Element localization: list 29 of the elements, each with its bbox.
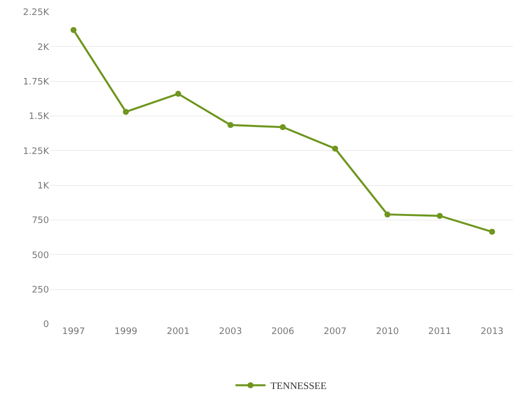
x-tick-label: 2003 [219, 327, 242, 337]
point [280, 124, 286, 130]
x-tick-label: 1999 [114, 327, 138, 337]
y-tick-label: 2K [37, 42, 50, 53]
y-tick-label: 250 [32, 285, 50, 296]
x-tick-label: 2001 [166, 327, 190, 337]
x-tick-label: 1997 [62, 327, 85, 337]
y-tick-label: 0 [43, 320, 50, 330]
y-tick-label: 1.75K [23, 77, 50, 88]
x-tick-label: 2013 [480, 327, 504, 337]
point [175, 90, 182, 97]
point [384, 211, 390, 218]
x-tick-label: 2010 [376, 327, 400, 337]
y-tick-label: 1.25K [23, 146, 50, 157]
point [332, 146, 338, 152]
y-tick-label: 2.25K [23, 8, 50, 18]
y-tick-label: 1.5K [28, 112, 50, 122]
x-tick-label: 2011 [428, 327, 452, 337]
x-tick-label: 2006 [271, 327, 295, 337]
y-tick-label: 1K [37, 181, 50, 192]
point [122, 108, 129, 115]
point [70, 27, 77, 34]
y-tick-label: 500 [32, 250, 50, 261]
point [227, 122, 234, 128]
y-tick-label: 750 [32, 216, 50, 226]
point [489, 228, 496, 235]
legend-label: TENNESSEE [270, 381, 327, 392]
point [436, 212, 443, 219]
x-tick-label: 2007 [324, 327, 347, 337]
